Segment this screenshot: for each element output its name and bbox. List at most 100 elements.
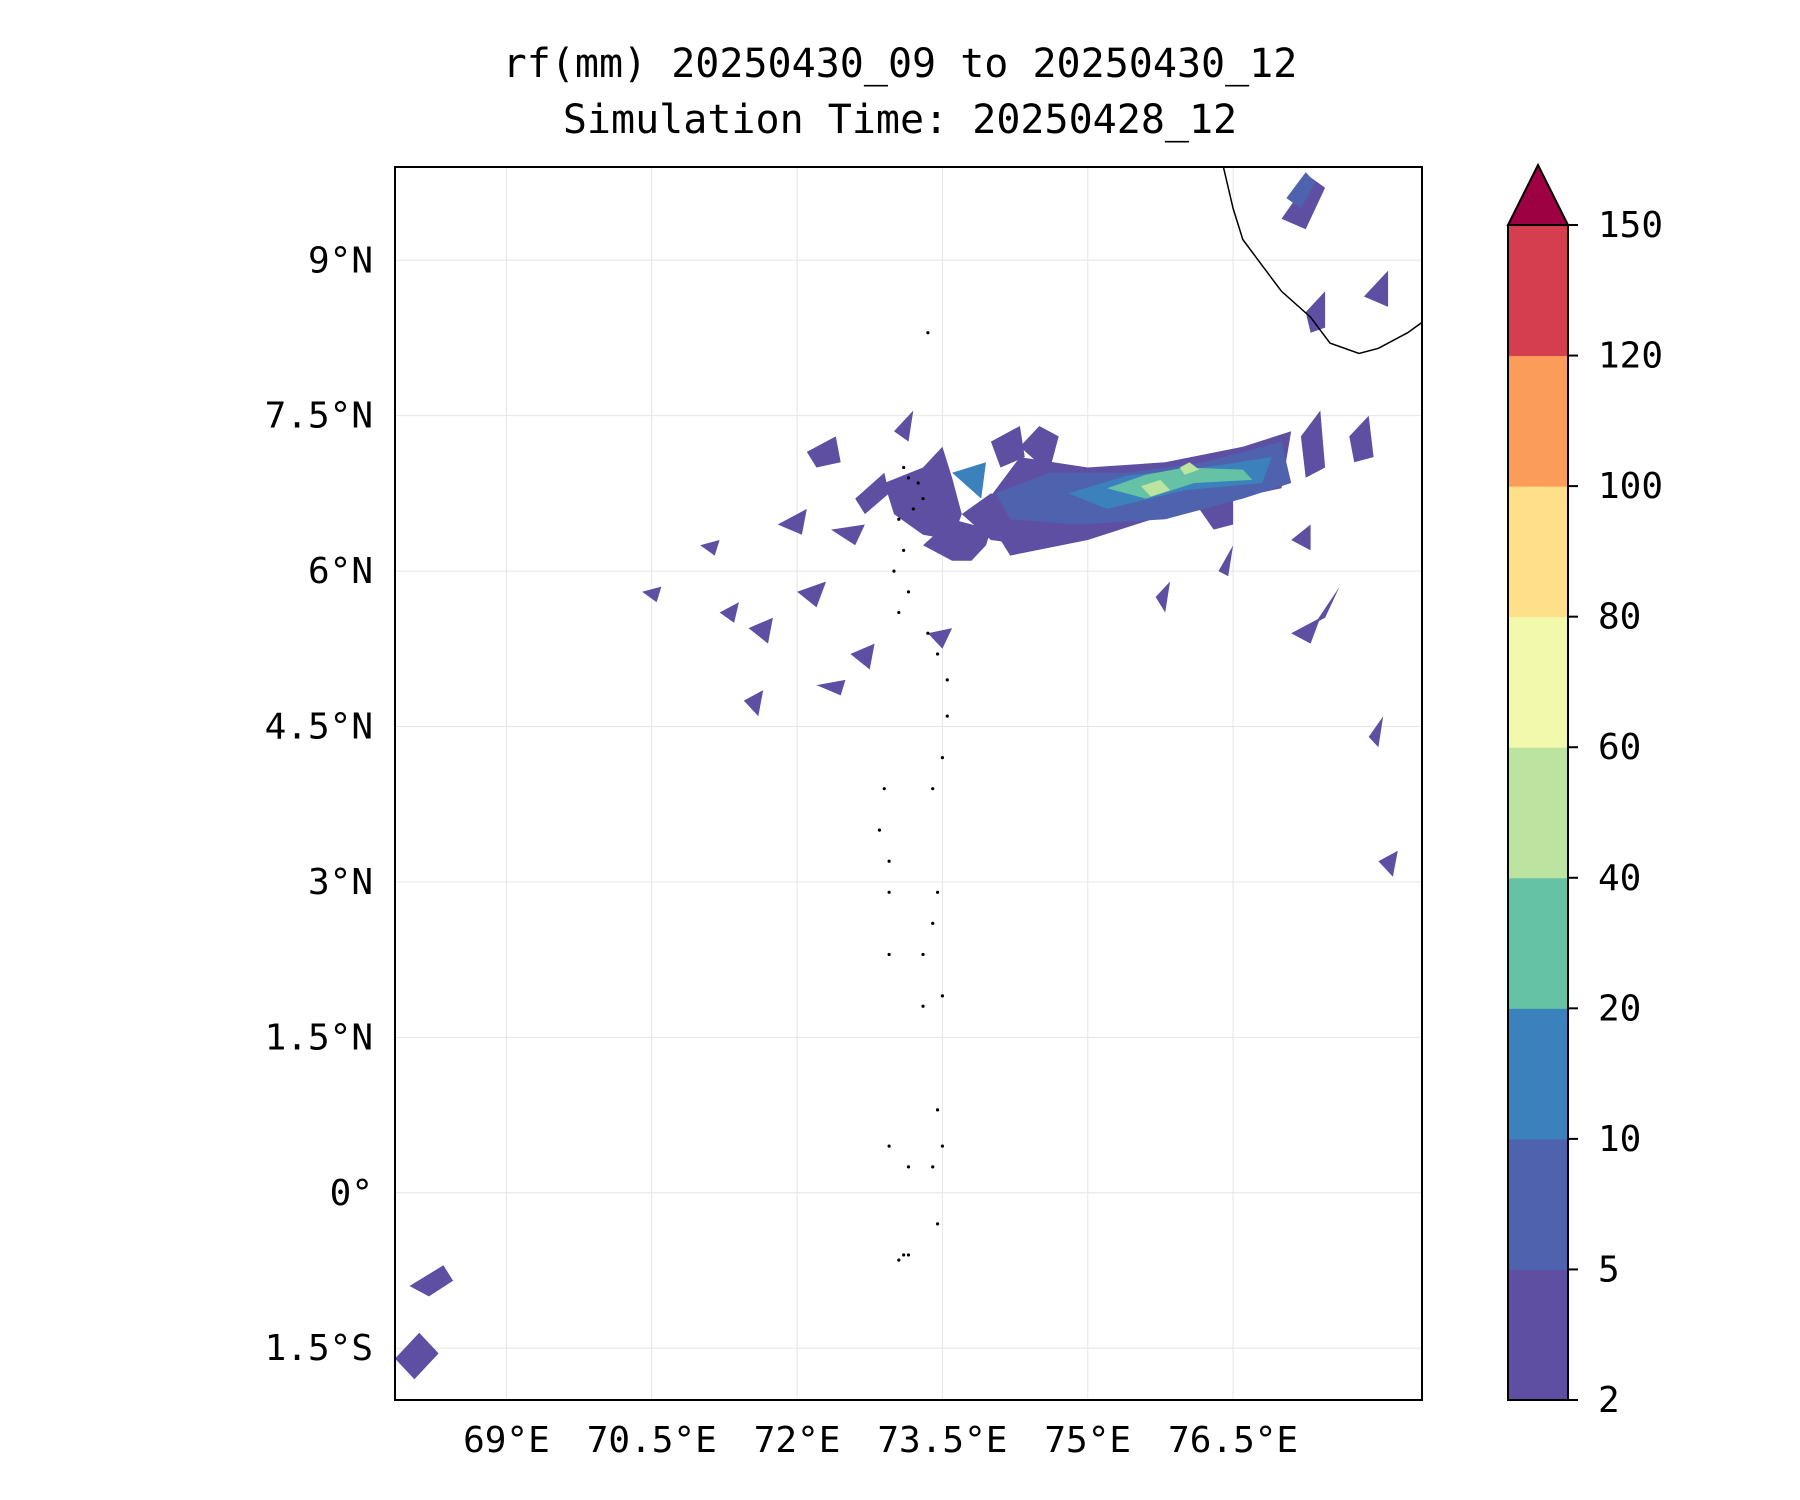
colorbar-tick-label-5: 60 <box>1598 727 1641 768</box>
island-dot-13 <box>945 678 949 682</box>
x-tick-label-0: 69°E <box>463 1420 550 1461</box>
island-dot-4 <box>921 496 925 501</box>
rain-region-22 <box>850 643 875 670</box>
colorbar-segment-6 <box>1508 486 1568 618</box>
y-tick-label-3: 4.5°N <box>265 707 373 748</box>
island-dot-30 <box>906 1165 911 1169</box>
island-dot-3 <box>916 481 920 485</box>
y-tick-label-5: 1.5°N <box>265 1017 373 1058</box>
y-tick-label-0: 9°N <box>308 240 373 281</box>
colorbar-tick-label-0: 2 <box>1598 1380 1620 1421</box>
colorbar-tick-label-9: 150 <box>1598 205 1663 246</box>
rain-region-27 <box>700 540 720 556</box>
chart-title-line-2: Simulation Time: 20250428_12 <box>562 97 1238 143</box>
island-dot-26 <box>921 1004 925 1008</box>
colorbar-tick-label-6: 80 <box>1598 597 1641 638</box>
x-tick-label-3: 73.5°E <box>877 1420 1007 1461</box>
colorbar-tick-label-3: 20 <box>1598 988 1641 1029</box>
island-dot-16 <box>931 787 935 791</box>
island-dot-7 <box>902 548 906 552</box>
island-dot-34 <box>902 1253 906 1257</box>
island-dot-6 <box>897 517 901 521</box>
island-dot-22 <box>931 921 935 925</box>
rain-region-14 <box>1291 524 1311 551</box>
rain-region-16 <box>1218 545 1234 577</box>
island-dot-11 <box>926 631 930 635</box>
island-dot-29 <box>931 1165 935 1169</box>
island-dot-12 <box>935 652 940 656</box>
island-dot-20 <box>887 890 891 894</box>
colorbar-tick-label-2: 10 <box>1598 1119 1641 1160</box>
rain-region-2 <box>923 519 991 561</box>
colorbar-segment-8 <box>1508 225 1568 357</box>
colorbar-segment-7 <box>1508 355 1568 487</box>
colorbar-tick-label-8: 120 <box>1598 336 1663 377</box>
island-dot-31 <box>887 1144 891 1148</box>
island-dot-28 <box>940 1144 945 1148</box>
rain-region-40 <box>1141 479 1171 497</box>
island-dot-2 <box>906 476 911 480</box>
rain-region-33 <box>1305 291 1326 333</box>
rain-region-6 <box>806 436 841 468</box>
rain-region-24 <box>927 628 953 649</box>
y-tick-label-4: 3°N <box>308 862 373 903</box>
island-dot-14 <box>945 714 949 718</box>
island-dot-17 <box>882 787 886 791</box>
y-tick-label-2: 6°N <box>308 551 373 592</box>
island-dot-10 <box>897 610 901 615</box>
rain-region-25 <box>743 690 764 717</box>
colorbar-segment-3 <box>1508 877 1568 1009</box>
rain-region-29 <box>395 1332 439 1380</box>
island-dot-19 <box>887 859 891 863</box>
rain-region-21 <box>797 581 827 608</box>
rain-region-15 <box>1315 586 1340 623</box>
island-dot-15 <box>940 755 945 760</box>
rain-region-12 <box>1300 410 1326 478</box>
rain-region-36 <box>1286 172 1316 209</box>
colorbar-tick-label-1: 5 <box>1598 1249 1620 1290</box>
rain-region-9 <box>831 524 865 546</box>
island-dot-32 <box>935 1222 940 1226</box>
rain-region-19 <box>748 617 773 644</box>
rain-region-28 <box>409 1265 454 1297</box>
colorbar-segment-2 <box>1508 1008 1568 1140</box>
rain-region-20 <box>719 602 739 623</box>
island-dot-35 <box>897 1258 901 1262</box>
rain-region-1 <box>884 446 962 540</box>
rain-region-5 <box>894 410 914 442</box>
map-area: 69°E 70.5°E 72°E 73.5°E 75°E 76.5°E 9°N 7.5°N 6°… <box>265 166 1423 1461</box>
rain-region-41 <box>1179 462 1200 475</box>
rain-region-7 <box>855 472 890 515</box>
y-tick-label-1: 7.5°N <box>265 396 373 437</box>
colorbar: 2 5 10 20 40 60 80 100 120 150 <box>1506 162 1663 1421</box>
rain-region-13 <box>1349 415 1374 463</box>
colorbar-segment-4 <box>1508 747 1568 879</box>
island-dot-25 <box>940 994 945 998</box>
rain-region-39 <box>1107 467 1253 499</box>
rain-region-34 <box>1363 270 1389 307</box>
colorbar-segment-0 <box>1508 1269 1568 1401</box>
island-dot-0 <box>926 331 930 335</box>
coastline <box>1222 167 1422 355</box>
island-dot-1 <box>902 465 906 470</box>
colorbar-segment-1 <box>1508 1138 1568 1270</box>
rain-region-8 <box>777 508 807 535</box>
y-tick-label-6: 0° <box>330 1173 373 1214</box>
rain-region-18 <box>1291 617 1321 644</box>
island-dot-24 <box>887 952 891 957</box>
island-dot-9 <box>906 590 911 594</box>
colorbar-extend-triangle <box>1506 162 1570 226</box>
rain-region-30 <box>1378 850 1398 877</box>
island-dot-23 <box>921 952 925 957</box>
rain-region-4 <box>1019 426 1059 473</box>
rain-region-23 <box>816 679 846 696</box>
colorbar-tick-label-4: 40 <box>1598 858 1641 899</box>
rain-region-38 <box>952 462 986 499</box>
map-content <box>395 167 1422 1380</box>
map-background <box>395 167 1422 1400</box>
y-tick-label-7: 1.5°S <box>265 1328 373 1369</box>
island-dot-33 <box>906 1253 911 1257</box>
colorbar-tick-label-7: 100 <box>1598 466 1663 507</box>
rain-region-26 <box>642 586 662 603</box>
